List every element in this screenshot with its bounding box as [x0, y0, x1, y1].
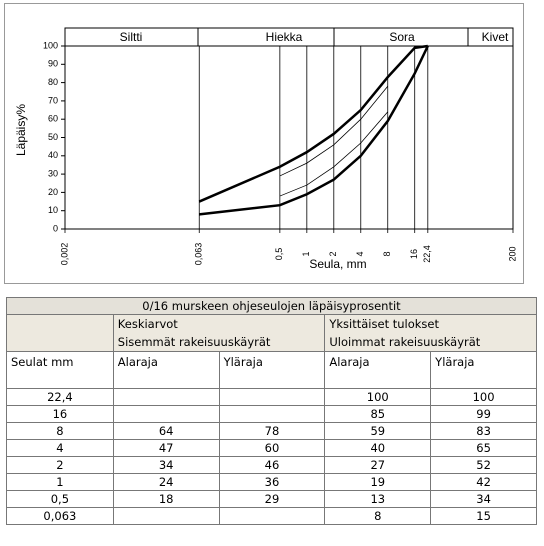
table-row: 16 85 99 [6, 405, 537, 423]
x-tick-label: 200 [507, 246, 517, 261]
band-label: Kivet [482, 30, 509, 44]
table-cell: 34 [430, 490, 537, 508]
x-tick-label: 0,002 [59, 243, 69, 266]
table-row: 0,063 8 15 [6, 507, 537, 525]
column-header: Alaraja [112, 351, 220, 389]
table-cell: 18 [112, 490, 220, 508]
y-tick-label: 0 [53, 223, 58, 233]
table-cell: 4 [6, 439, 114, 457]
table-cell [112, 388, 220, 406]
y-tick-label: 30 [48, 168, 58, 178]
y-tick-label: 100 [43, 40, 58, 50]
table-cell: 100 [430, 388, 537, 406]
table-cell: 24 [112, 473, 220, 491]
table-cell [112, 405, 220, 423]
x-tick-label: 4 [355, 251, 365, 256]
group-header: Yksittäiset tulokset Uloimmat rakeisuuskä… [324, 314, 537, 352]
y-axis-label: Läpäisy% [14, 104, 28, 156]
table-row: 0,5 18 29 13 34 [6, 490, 537, 508]
x-tick-label: 22,4 [422, 245, 432, 263]
y-tick-label: 60 [48, 114, 58, 124]
band-label: Siltti [120, 30, 143, 44]
column-header: Alaraja [324, 351, 432, 389]
table-title: 0/16 murskeen ohjeseulojen läpäisyprosen… [6, 297, 537, 315]
table-row: 1 24 36 19 42 [6, 473, 537, 491]
table-cell: 65 [430, 439, 537, 457]
table-cell: 47 [112, 439, 220, 457]
group-line: Uloimmat rakeisuuskäyrät [329, 335, 481, 349]
group-line: Yksittäiset tulokset [329, 317, 440, 331]
table-cell: 16 [6, 405, 114, 423]
table-cell: 42 [430, 473, 537, 491]
table-cell: 15 [430, 507, 537, 525]
table-cell: 46 [218, 456, 326, 474]
y-tick-label: 70 [48, 95, 58, 105]
table-cell: 85 [324, 405, 432, 423]
table-cell: 1 [6, 473, 114, 491]
column-header: Seulat mm [6, 351, 114, 389]
table-cell: 0,5 [6, 490, 114, 508]
table-row: 2 34 46 27 52 [6, 456, 537, 474]
table-cell: 13 [324, 490, 432, 508]
x-tick-label: 16 [409, 249, 419, 259]
table-cell [218, 405, 326, 423]
group-line: Sisemmät rakeisuuskäyrät [117, 335, 271, 349]
table-cell [218, 507, 326, 525]
x-tick-label: 0,063 [194, 243, 204, 266]
table-cell: 2 [6, 456, 114, 474]
table-cell: 27 [324, 456, 432, 474]
curve [198, 44, 428, 203]
x-axis-label: Seula, mm [309, 257, 366, 271]
table-row: 8 64 78 59 83 [6, 422, 537, 440]
table-cell: 8 [324, 507, 432, 525]
chart: Siltti Hiekka Sora Kivet Läpäisy% Seula,… [4, 3, 524, 284]
table-cell: 36 [218, 473, 326, 491]
table-cell: 29 [218, 490, 326, 508]
table-cell: 78 [218, 422, 326, 440]
curve [279, 86, 389, 177]
band-label: Hiekka [266, 30, 303, 44]
table-cell: 19 [324, 473, 432, 491]
y-tick-label: 10 [48, 205, 58, 215]
table-cell: 83 [430, 422, 537, 440]
column-row: Seulat mm Alaraja Yläraja Alaraja Yläraja [6, 351, 537, 389]
y-tick-label: 90 [48, 59, 58, 69]
y-tick-label: 50 [48, 132, 58, 142]
table-cell: 99 [430, 405, 537, 423]
table-cell: 52 [430, 456, 537, 474]
table-cell: 0,063 [6, 507, 114, 525]
band-label: Sora [389, 30, 415, 44]
table-cell: 8 [6, 422, 114, 440]
chart-frame [4, 3, 524, 284]
table-cell: 64 [112, 422, 220, 440]
column-header: Yläraja [430, 351, 537, 389]
table-cell: 22,4 [6, 388, 114, 406]
table-cell: 100 [324, 388, 432, 406]
table-cell: 40 [324, 439, 432, 457]
table-cell: 60 [218, 439, 326, 457]
curve [279, 111, 389, 197]
x-tick-label: 8 [382, 251, 392, 256]
group-line: Keskiarvot [117, 317, 178, 331]
column-header: Yläraja [218, 351, 326, 389]
y-tick-label: 80 [48, 77, 58, 87]
group-header: Keskiarvot Sisemmät rakeisuuskäyrät [112, 314, 326, 352]
x-tick-label: 1 [301, 251, 311, 256]
table-cell: 59 [324, 422, 432, 440]
data-table: 0/16 murskeen ohjeseulojen läpäisyprosen… [6, 297, 537, 525]
table-cell: 34 [112, 456, 220, 474]
x-tick-label: 0,5 [274, 248, 284, 261]
table-row: 4 47 60 40 65 [6, 439, 537, 457]
y-tick-label: 20 [48, 187, 58, 197]
table-cell [218, 388, 326, 406]
curve [199, 45, 429, 216]
blank-cell [6, 314, 114, 352]
table-row: 22,4 100 100 [6, 388, 537, 406]
y-tick-label: 40 [48, 150, 58, 160]
table-cell [112, 507, 220, 525]
x-tick-label: 2 [328, 251, 338, 256]
